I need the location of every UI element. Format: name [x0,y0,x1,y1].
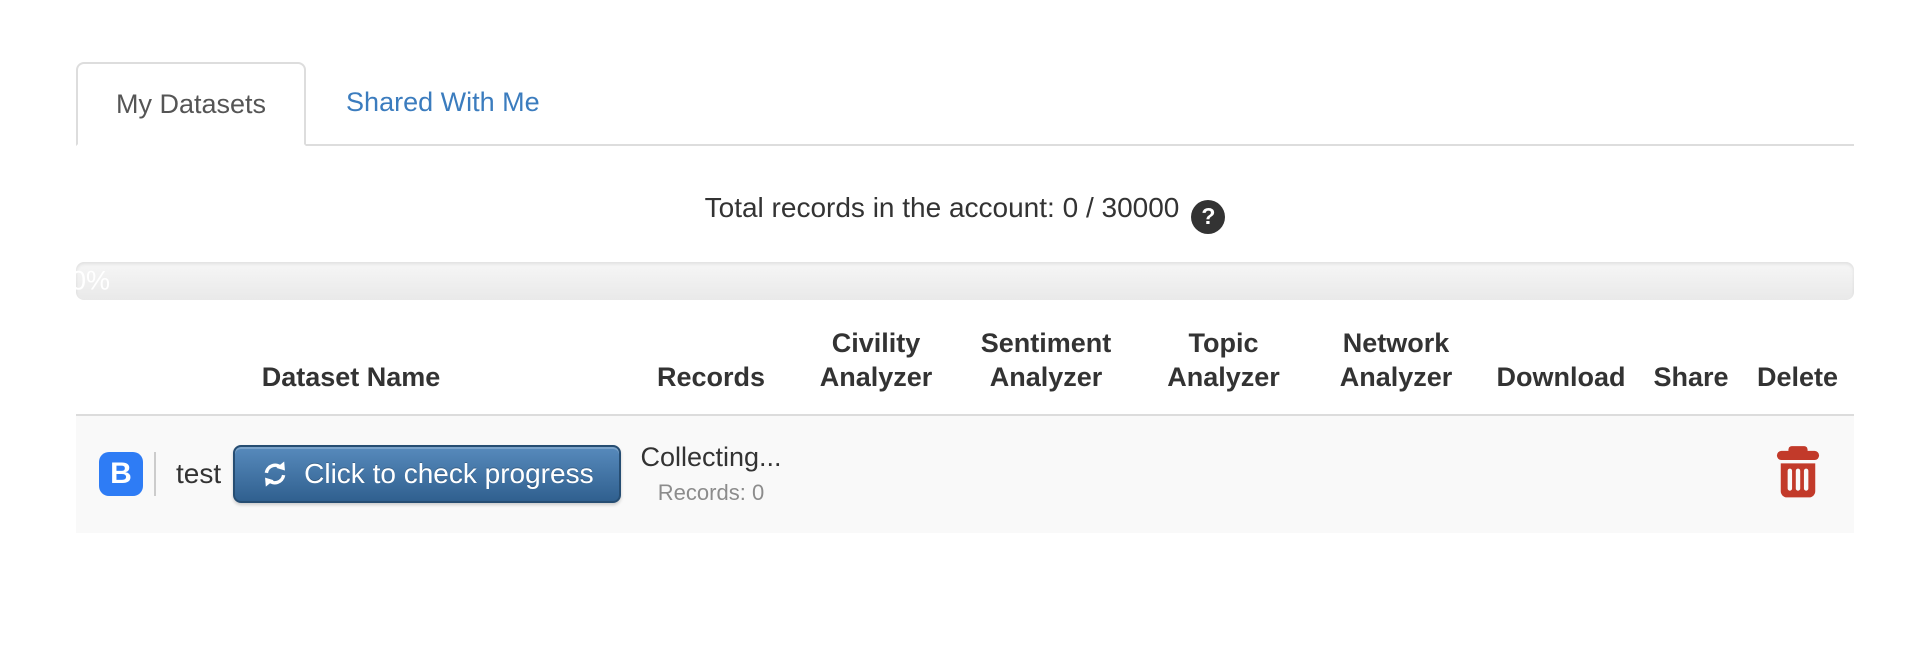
status-text: Collecting... [640,442,782,472]
column-header-dataset-name: Dataset Name [76,299,626,415]
check-progress-button-label: Click to check progress [304,458,594,489]
column-header-topic-analyzer: Topic Analyzer [1136,299,1311,415]
check-progress-button[interactable]: Click to check progress [233,445,621,503]
tab-my-datasets[interactable]: My Datasets [76,62,307,146]
column-header-sentiment-analyzer: Sentiment Analyzer [956,299,1136,415]
refresh-icon [264,461,286,487]
datasets-table: Dataset Name Records Civility Analyzer S… [76,299,1854,533]
network-analyzer-cell [1311,415,1481,533]
account-summary: Total records in the account: 0 / 30000? [76,192,1854,234]
dataset-source-cell: B [76,415,166,533]
source-badge-icon: B [99,452,143,496]
delete-button[interactable] [1775,445,1821,498]
column-header-download: Download [1481,299,1641,415]
share-cell [1641,415,1741,533]
question-mark-icon[interactable]: ? [1191,199,1226,234]
total-records-text: Total records in the account: 0 / 30000 [704,192,1180,223]
dataset-name-text: test [176,458,222,489]
download-cell [1481,415,1641,533]
topic-analyzer-cell [1136,415,1311,533]
tab-bar: My Datasets Shared With Me [76,62,1854,146]
column-header-share: Share [1641,299,1741,415]
vertical-divider [154,452,156,496]
datasets-page: My Datasets Shared With Me Total records… [76,62,1854,533]
civility-analyzer-cell [796,415,956,533]
dataset-row: B test [76,414,1854,533]
trash-icon [1776,445,1819,497]
column-header-records: Records [626,299,796,415]
tab-shared-with-me[interactable]: Shared With Me [346,87,540,117]
delete-cell [1741,415,1854,533]
column-header-network-analyzer: Network Analyzer [1311,299,1481,415]
table-header-row: Dataset Name Records Civility Analyzer S… [76,299,1854,415]
account-usage-progress-bar: 0% [76,261,1854,300]
dataset-name-cell: test Click to check progress [154,415,626,533]
progress-label: 0% [76,265,111,295]
column-header-delete: Delete [1741,299,1854,415]
records-cell: Collecting... Records: 0 [626,415,796,533]
records-count-text: Records: 0 [657,480,765,505]
column-header-civility-analyzer: Civility Analyzer [796,299,956,415]
sentiment-analyzer-cell [956,415,1136,533]
